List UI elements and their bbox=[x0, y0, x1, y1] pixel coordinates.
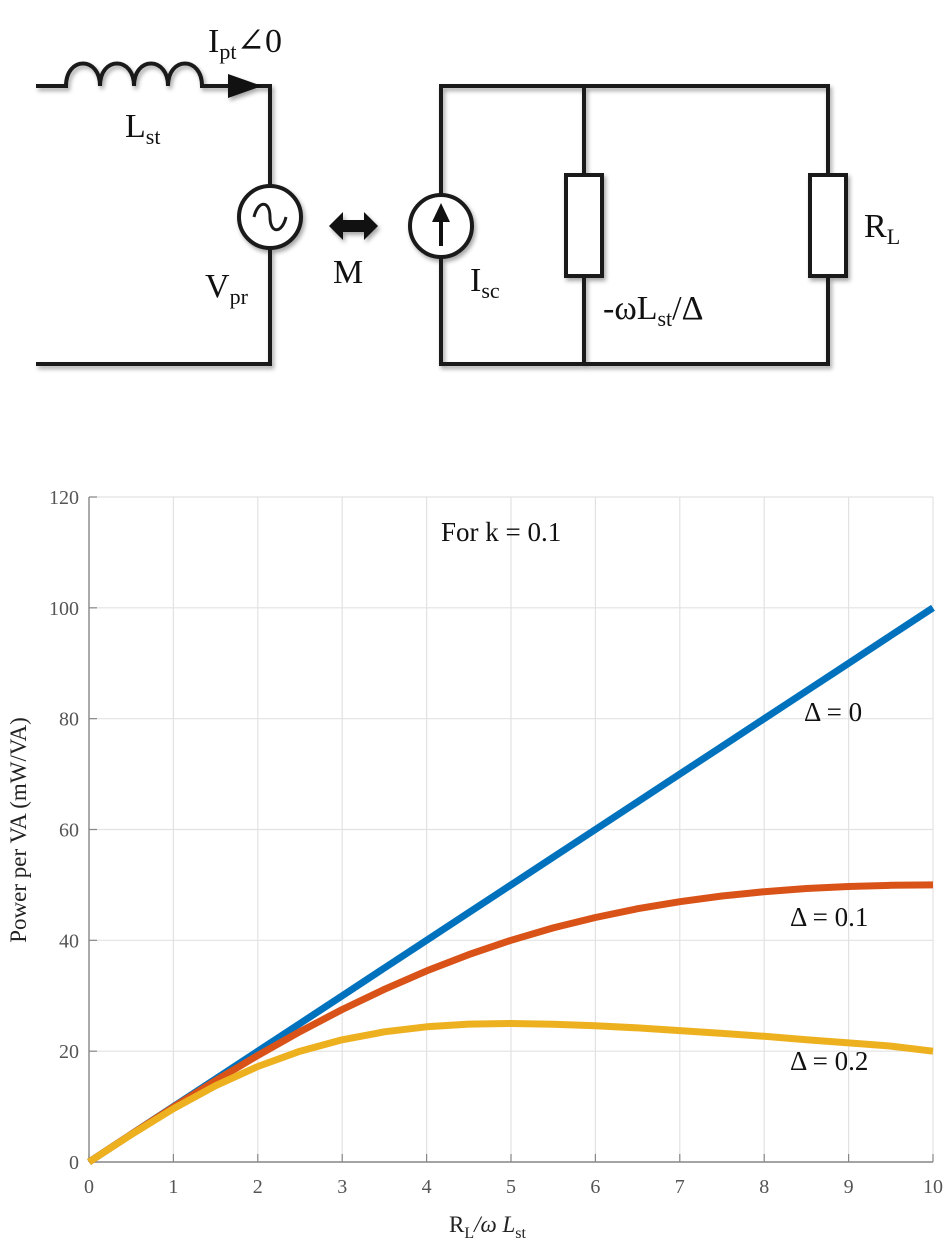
series-lines bbox=[87, 604, 935, 1165]
coupling-arrow bbox=[329, 212, 378, 240]
x-tick-label: 4 bbox=[422, 1176, 432, 1198]
x-tick-label: 1 bbox=[168, 1176, 178, 1198]
series-label-delta-01: Δ = 0.1 bbox=[790, 902, 868, 932]
y-tick-label: 100 bbox=[49, 598, 79, 620]
impedance-label-post: /Δ bbox=[672, 290, 703, 327]
x-tick-label: 7 bbox=[675, 1176, 685, 1198]
x-axis-label-main: R bbox=[449, 1212, 465, 1237]
current-source-label-main: I bbox=[470, 262, 481, 299]
series-label-delta-0: Δ = 0 bbox=[804, 697, 862, 727]
x-axis-label: RL/ω Lst bbox=[449, 1212, 527, 1242]
y-tick-label: 120 bbox=[49, 487, 79, 509]
x-tick-label: 5 bbox=[506, 1176, 516, 1198]
x-axis-label-sub1: L bbox=[464, 1225, 474, 1242]
impedance-label: -ωLst/Δ bbox=[603, 290, 703, 331]
current-source-arrow-head bbox=[432, 203, 450, 222]
current-source-label-sub: sc bbox=[481, 278, 500, 303]
current-label-main: I bbox=[208, 23, 219, 60]
load-label-main: R bbox=[864, 208, 887, 245]
current-label: Ipt∠0 bbox=[208, 23, 282, 64]
current-arrow bbox=[228, 74, 262, 98]
x-tick-label: 6 bbox=[590, 1176, 600, 1198]
x-tick-label: 3 bbox=[337, 1176, 347, 1198]
x-tick-label: 9 bbox=[844, 1176, 854, 1198]
series-label-delta-02: Δ = 0.2 bbox=[790, 1046, 868, 1076]
y-axis-label: Power per VA (mW/VA) bbox=[6, 717, 31, 943]
circuit-diagram: Ipt∠0 Lst Vpr M Isc -ωLst/Δ RL bbox=[36, 23, 900, 366]
inductor-coil bbox=[63, 61, 205, 89]
y-tick-label: 20 bbox=[59, 1041, 79, 1063]
secondary-bottom-wire bbox=[439, 274, 830, 366]
inductor-label: Lst bbox=[125, 108, 160, 149]
voltage-source-label-main: V bbox=[205, 268, 230, 305]
current-source-label: Isc bbox=[470, 262, 500, 303]
load-resistor bbox=[808, 173, 848, 278]
ac-symbol bbox=[252, 202, 288, 232]
x-tick-label: 0 bbox=[84, 1176, 94, 1198]
y-tick-label: 60 bbox=[59, 820, 79, 842]
y-tick-label: 0 bbox=[69, 1152, 79, 1174]
load-label-sub: L bbox=[887, 224, 900, 249]
impedance-label-sub: st bbox=[657, 306, 672, 331]
x-axis-label-mid: /ω L bbox=[472, 1212, 515, 1237]
chart-annotation: For k = 0.1 bbox=[441, 517, 561, 547]
current-label-angle: ∠0 bbox=[236, 23, 282, 60]
voltage-source-label-sub: pr bbox=[230, 284, 249, 309]
secondary-top-wire bbox=[439, 84, 830, 177]
y-tick-label: 80 bbox=[59, 709, 79, 731]
primary-bottom-wire bbox=[36, 246, 272, 366]
voltage-source-label: Vpr bbox=[205, 268, 249, 309]
primary-top-wire bbox=[200, 84, 272, 188]
coupling-label: M bbox=[333, 254, 363, 291]
x-tick-label: 10 bbox=[923, 1176, 943, 1198]
series-line-2 bbox=[87, 1020, 934, 1165]
x-tick-label: 8 bbox=[759, 1176, 769, 1198]
load-label: RL bbox=[864, 208, 900, 249]
y-tick-label: 40 bbox=[59, 930, 79, 952]
impedance-label-pre: -ωL bbox=[603, 290, 657, 327]
inductor-label-sub: st bbox=[146, 124, 161, 149]
x-axis-label-sub2: st bbox=[515, 1225, 526, 1242]
impedance-resistor bbox=[564, 173, 604, 278]
current-label-sub: pt bbox=[219, 39, 236, 64]
inductor-label-main: L bbox=[125, 108, 146, 145]
x-tick-label: 2 bbox=[253, 1176, 263, 1198]
axes bbox=[88, 496, 934, 1163]
series-line-1 bbox=[87, 881, 934, 1165]
